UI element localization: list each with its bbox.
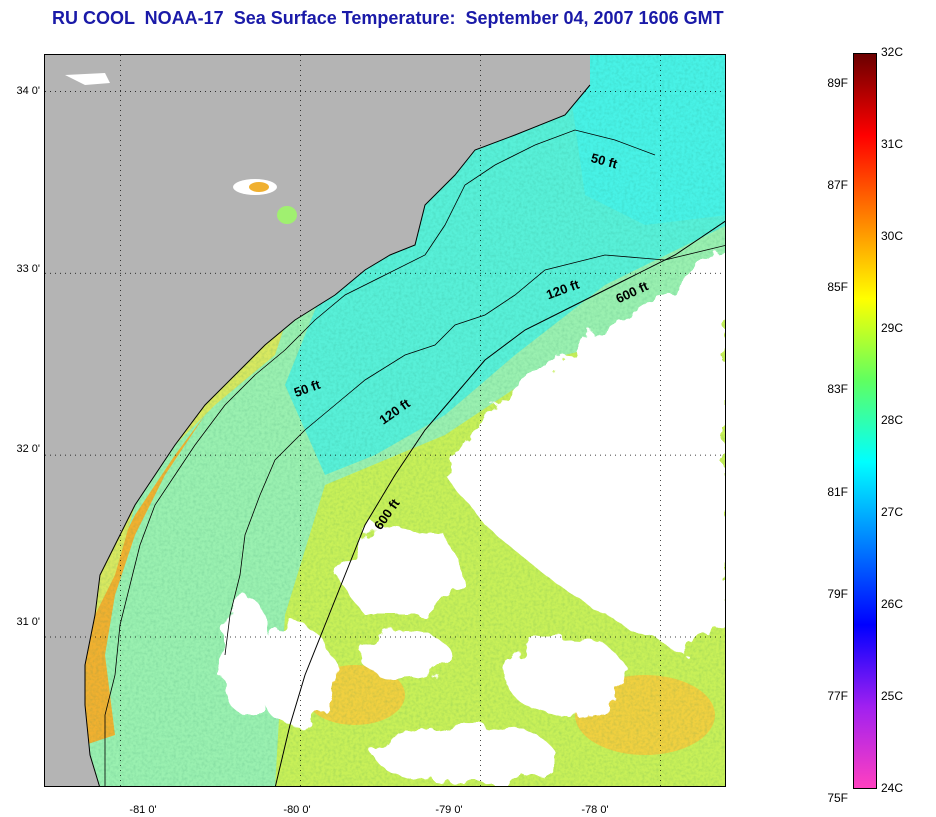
colorbar-celsius-label: 28C	[881, 413, 904, 427]
colorbar-fahrenheit-label: 87F	[827, 177, 848, 192]
lat-label: 34 0'	[16, 85, 40, 97]
lon-label: -78 0'	[581, 804, 609, 816]
lat-label: 32 0'	[16, 443, 40, 455]
inland-lake	[249, 182, 269, 192]
lat-label: 33 0'	[16, 263, 40, 275]
colorbar-celsius-label: 27C	[881, 505, 904, 519]
lat-label: 31 0'	[16, 616, 40, 628]
lon-label: -79 0'	[435, 804, 463, 816]
contour-50ft	[104, 129, 656, 786]
colorbar-fahrenheit-label: 89F	[827, 75, 848, 90]
contour-600ft	[274, 220, 725, 786]
land-area	[45, 55, 590, 786]
graticule	[45, 55, 725, 786]
colorbar-celsius-label: 24C	[881, 781, 904, 795]
contour-120ft	[224, 245, 725, 656]
colorbar-fahrenheit-label: 85F	[827, 280, 848, 295]
lon-label: -81 0'	[129, 804, 157, 816]
colorbar-celsius-label: 30C	[881, 229, 904, 243]
colorbar-celsius-label: 25C	[881, 689, 904, 703]
sst-map-canvas: 50 ft 50 ft 120 ft 120 ft 600 ft 600 ft	[45, 55, 725, 786]
colorbar-fahrenheit-label: 81F	[827, 484, 848, 499]
colorbar-celsius-label: 26C	[881, 597, 904, 611]
map-title: RU COOL NOAA-17 Sea Surface Temperature:…	[52, 8, 724, 28]
contour-label: 50 ft	[589, 150, 619, 172]
inland-lake	[277, 206, 297, 224]
colorbar-celsius-label: 32C	[881, 45, 904, 59]
colorbar-fahrenheit-label: 83F	[827, 382, 848, 397]
sst-map: 50 ft 50 ft 120 ft 120 ft 600 ft 600 ft	[44, 54, 726, 787]
inland-lake	[65, 73, 110, 85]
colorbar-celsius-label: 31C	[881, 137, 904, 151]
coastline	[84, 84, 591, 786]
colorbar-celsius-label: 29C	[881, 321, 904, 335]
colorbar-fahrenheit-label: 79F	[827, 586, 848, 601]
colorbar-fahrenheit-label: 77F	[827, 689, 848, 703]
cloud-cover	[220, 246, 725, 785]
colorbar-fahrenheit-label: 75F	[827, 791, 848, 806]
temperature-colorbar	[853, 53, 877, 789]
lon-label: -80 0'	[283, 804, 311, 816]
